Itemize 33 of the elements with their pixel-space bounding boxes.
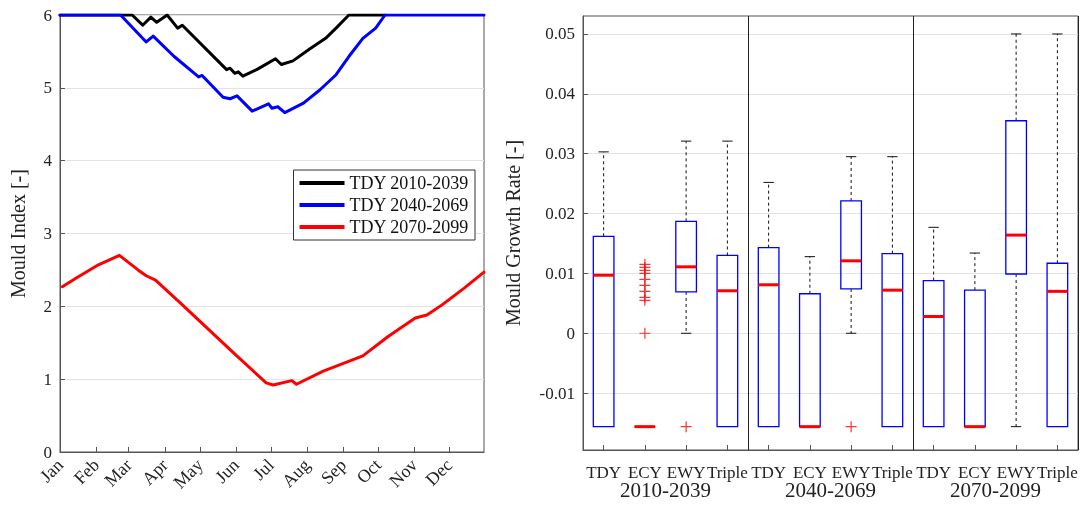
- legend-label: TDY 2040-2069: [349, 195, 469, 215]
- y-tick-label: 0.01: [545, 263, 575, 283]
- y-tick-label: 2: [43, 296, 52, 316]
- y-tick-label: 4: [43, 151, 53, 171]
- x-tick-label: TDY: [916, 463, 952, 482]
- x-tick-label: May: [169, 454, 207, 493]
- y-tick-label: 0.02: [545, 204, 575, 224]
- x-tick-label: Apr: [137, 454, 172, 489]
- x-tick-label: Jun: [211, 454, 243, 487]
- y-tick-label: 0: [43, 442, 52, 462]
- x-tick-label: Sep: [316, 454, 351, 489]
- line-series: [60, 253, 486, 387]
- y-tick-label: 0.04: [545, 84, 576, 104]
- y-tick-label: 0.05: [545, 24, 575, 44]
- y-tick-label: 6: [43, 5, 52, 25]
- y-axis-title: Mould Index [-]: [7, 169, 29, 298]
- x-tick-label: Jul: [248, 454, 278, 484]
- y-tick-label: 0.03: [545, 144, 575, 164]
- y-tick-label: 5: [43, 78, 52, 98]
- line-series: [58, 13, 486, 115]
- y-tick-label: 0: [566, 323, 575, 343]
- x-tick-label: TDY: [751, 463, 787, 482]
- x-tick-label: Aug: [277, 454, 315, 491]
- y-axis-title: Mould Growth Rate [-]: [502, 139, 524, 327]
- x-tick-label: TDY: [586, 463, 622, 482]
- legend-label: TDY 2070-2099: [349, 217, 469, 237]
- y-tick-label: 3: [43, 224, 52, 243]
- y-tick-label: 1: [43, 369, 52, 389]
- x-tick-label: Nov: [385, 454, 422, 491]
- y-tick-label: -0.01: [539, 383, 575, 403]
- x-tick-label: Dec: [421, 454, 457, 490]
- x-tick-label: Oct: [352, 454, 386, 488]
- legend-label: TDY 2010-2039: [349, 173, 469, 193]
